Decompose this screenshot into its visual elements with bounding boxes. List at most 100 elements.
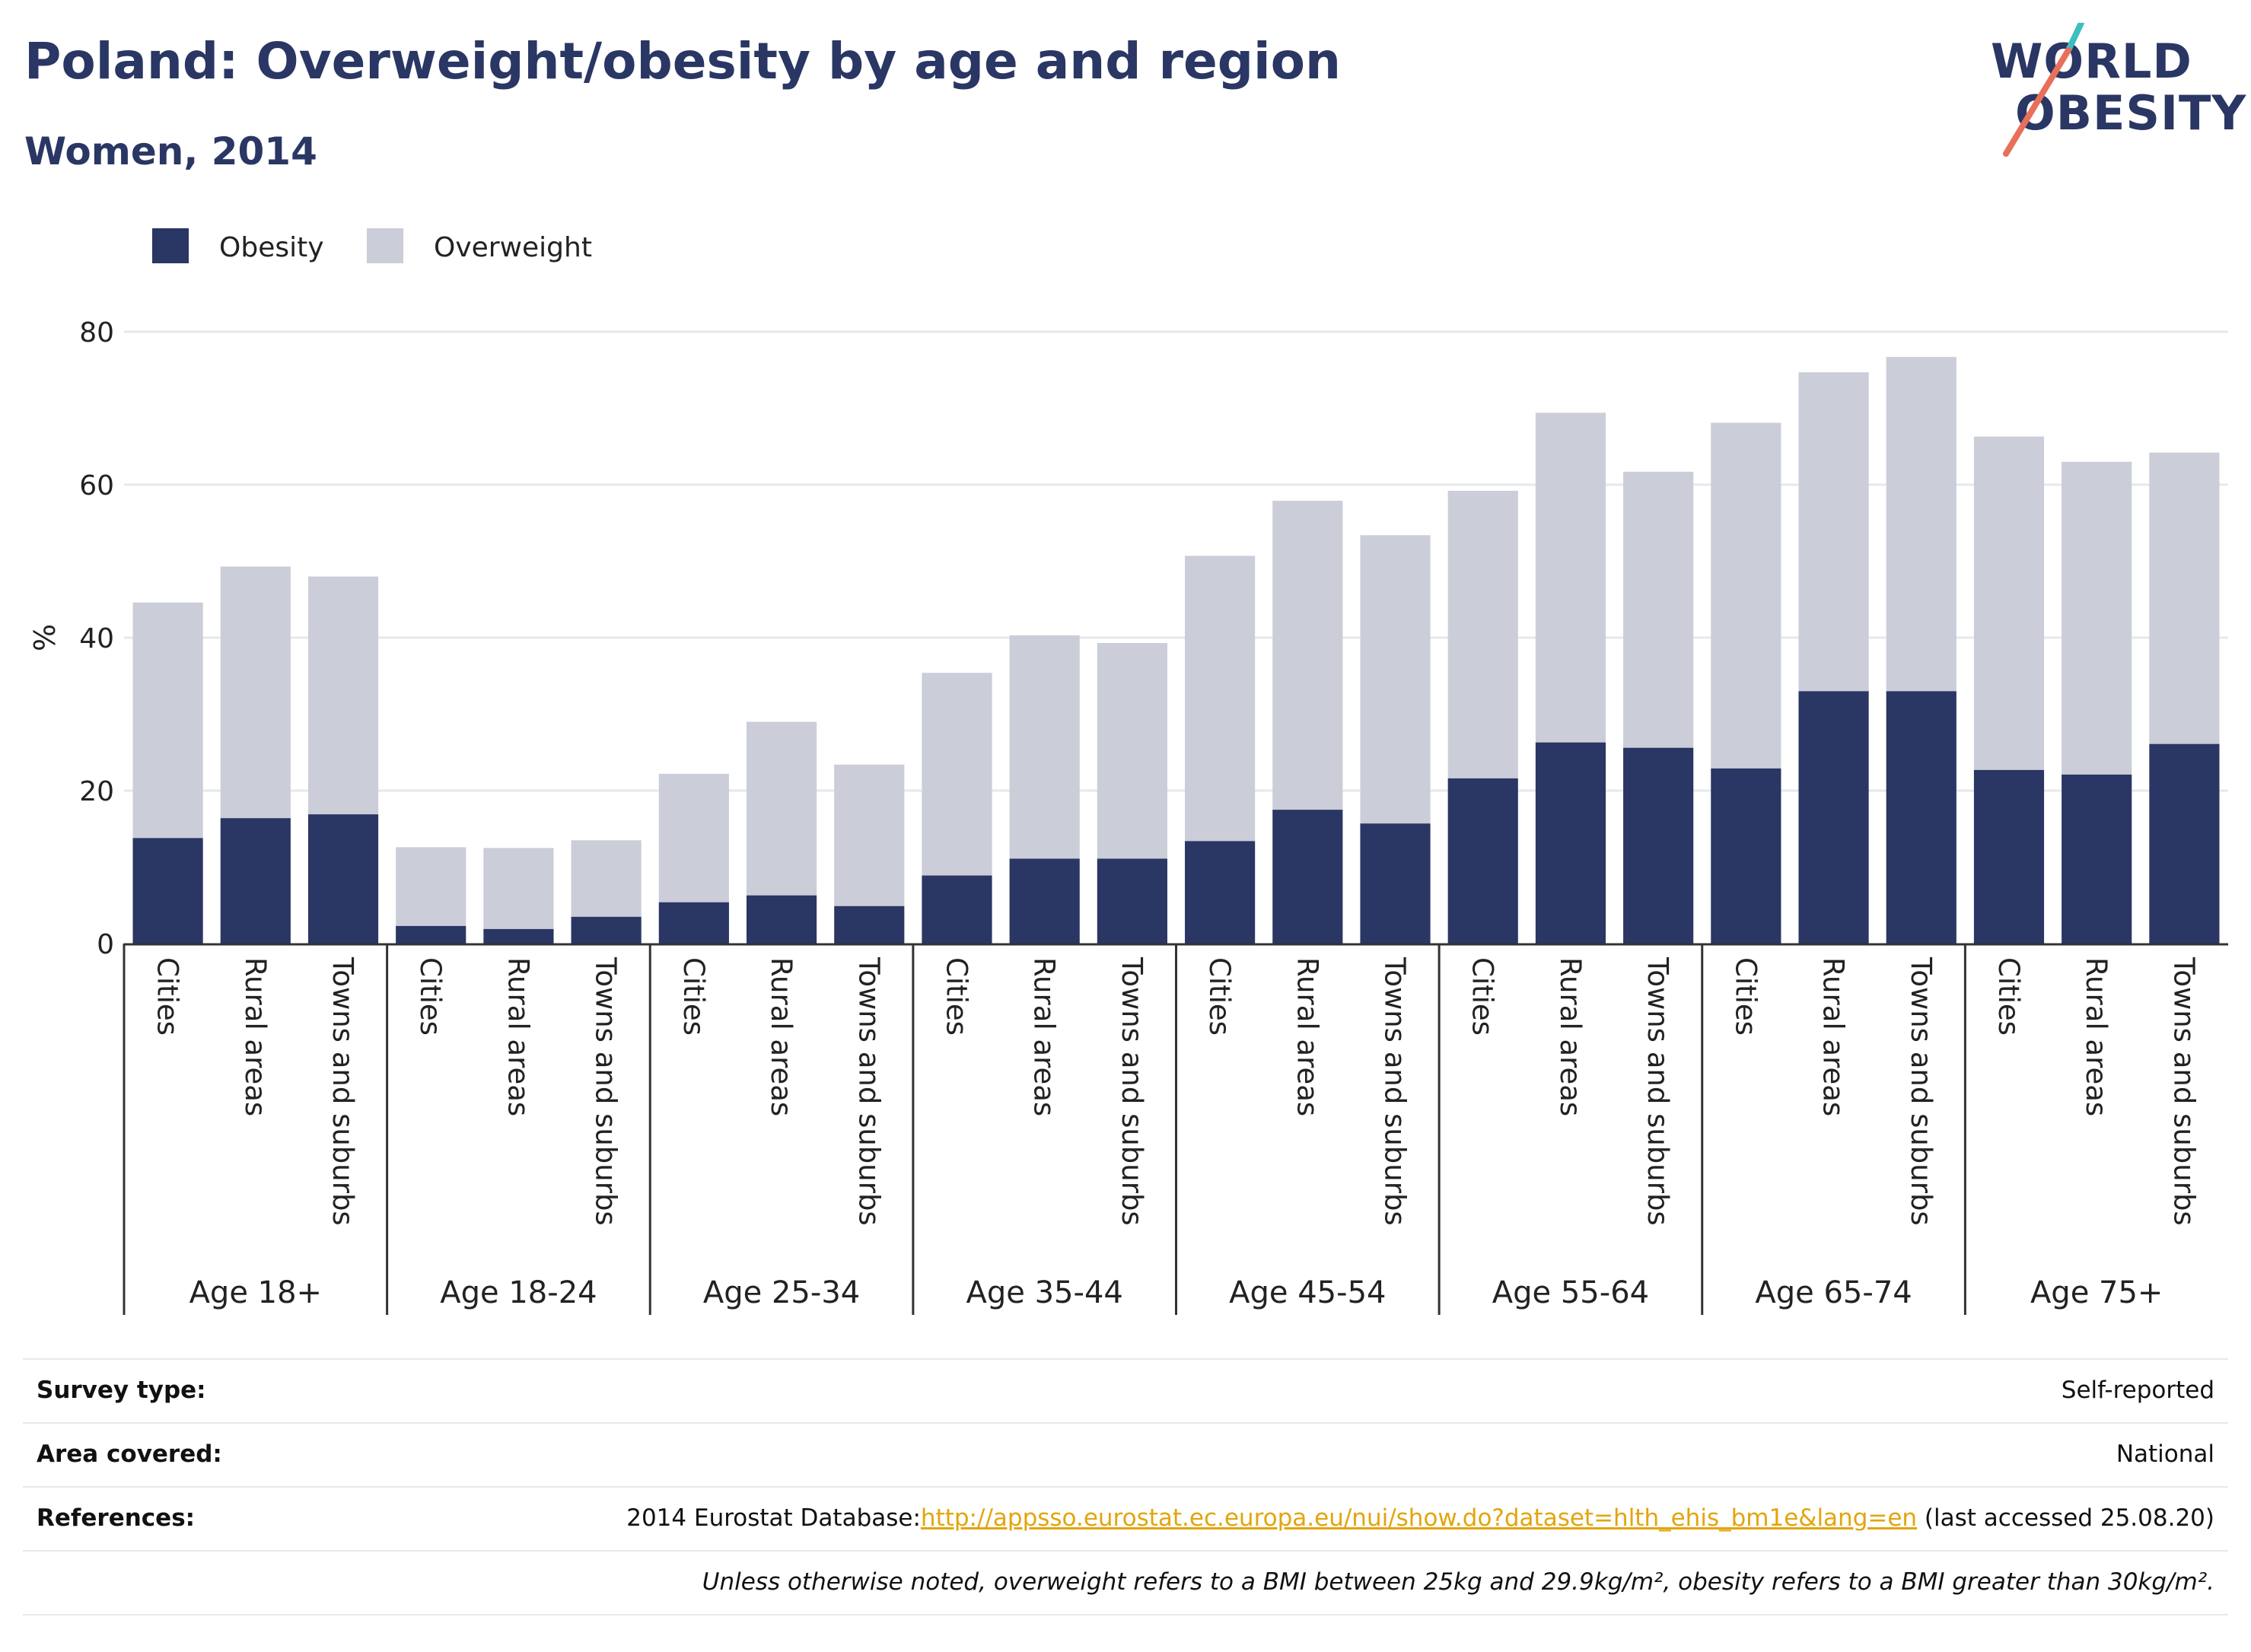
age-group-label: Age 18-24	[440, 1275, 597, 1310]
info-row-area: Area covered: National	[23, 1422, 2228, 1486]
grid-lines	[124, 330, 2228, 792]
references-value: 2014 Eurostat Database:http://appsso.eur…	[626, 1504, 2214, 1532]
x-tick-label: Rural areas	[1817, 957, 1850, 1116]
bar-overweight	[1798, 372, 1869, 692]
y-tick-label: 20	[79, 776, 114, 807]
bar-overweight	[396, 847, 466, 926]
bar-overweight	[1973, 436, 2045, 770]
references-link[interactable]: http://appsso.eurostat.ec.europa.eu/nui/…	[920, 1504, 1918, 1532]
bar-overweight	[1447, 491, 1518, 778]
x-tick-label: Cities	[1466, 957, 1499, 1036]
logo-line-2: OBESITY	[2015, 85, 2247, 141]
legend-swatch-obesity	[152, 228, 189, 263]
bar-overweight	[1360, 535, 1431, 824]
age-group-label: Age 45-54	[1229, 1275, 1386, 1310]
survey-type-label: Survey type:	[37, 1377, 206, 1404]
x-tick-label: Towns and suburbs	[1905, 957, 1937, 1226]
info-row-survey-type: Survey type: Self-reported	[23, 1358, 2228, 1422]
bar-obesity	[1185, 841, 1256, 944]
bar-obesity	[2062, 774, 2132, 944]
axes: 0 20 40 60 80% Cities Rural areas Towns and sub…	[28, 317, 2228, 1315]
info-table: Survey type: Self-reported Area covered:…	[23, 1358, 2228, 1615]
age-group-label: Age 65-74	[1755, 1275, 1912, 1310]
bar-overweight	[220, 566, 291, 819]
bar-obesity	[834, 906, 905, 944]
logo-line-1: WORLD	[1991, 33, 2192, 89]
bar-overweight	[1185, 555, 1256, 842]
bar-overweight	[2149, 452, 2220, 744]
age-group-label: Age 75+	[2030, 1275, 2163, 1310]
x-tick-label: Cities	[1203, 957, 1236, 1036]
x-tick-label: Cities	[414, 957, 447, 1036]
bar-obesity	[1097, 858, 1167, 944]
legend: Obesity Overweight	[152, 228, 592, 263]
survey-type-value: Self-reported	[2061, 1377, 2214, 1404]
x-tick-label: Rural areas	[765, 957, 798, 1116]
bar-obesity	[1886, 691, 1956, 944]
age-group-label: Age 55-64	[1492, 1275, 1649, 1310]
bar-overweight	[571, 840, 642, 917]
y-tick-label: 40	[79, 623, 114, 654]
x-tick-label: Rural areas	[239, 957, 272, 1116]
x-tick-label: Towns and suburbs	[326, 957, 359, 1226]
bar-overweight	[2062, 461, 2132, 775]
bar-overweight	[1623, 471, 1694, 748]
bar-obesity	[746, 895, 817, 944]
age-group-label: Age 18+	[189, 1275, 323, 1310]
bar-obesity	[1009, 858, 1080, 944]
x-tick-label: Towns and suburbs	[1116, 957, 1148, 1226]
bar-obesity	[220, 818, 291, 944]
bar-obesity	[1360, 823, 1431, 944]
y-tick-label: 60	[79, 470, 114, 501]
bar-obesity	[1798, 691, 1869, 944]
bmi-definition-note: Unless otherwise noted, overweight refer…	[702, 1568, 2214, 1596]
age-group-label: Age 25-34	[703, 1275, 860, 1310]
bar-obesity	[658, 902, 729, 944]
x-tick-label: Rural areas	[1291, 957, 1323, 1116]
bar-overweight	[1711, 422, 1781, 769]
x-tick-label: Towns and suburbs	[2167, 957, 2200, 1226]
bar-obesity	[1272, 810, 1343, 944]
legend-label-obesity: Obesity	[219, 232, 324, 263]
bar-overweight	[1272, 501, 1343, 810]
x-tick-label: Rural areas	[1554, 957, 1587, 1116]
x-tick-label: Cities	[1992, 957, 2025, 1036]
bar-overweight	[746, 721, 817, 896]
x-tick-label: Cities	[1729, 957, 1762, 1036]
bar-overweight	[307, 576, 379, 815]
bar-obesity	[1711, 768, 1781, 944]
bar-obesity	[307, 814, 379, 944]
x-tick-label: Cities	[151, 957, 184, 1036]
bar-overweight	[922, 673, 992, 876]
bar-obesity	[2149, 743, 2220, 944]
page-title: Poland: Overweight/obesity by age and re…	[24, 32, 1341, 91]
bar-obesity	[1447, 778, 1518, 944]
references-label: References:	[37, 1504, 196, 1532]
y-tick-label: 80	[79, 317, 114, 349]
bar-obesity	[483, 928, 554, 944]
age-group-label: Age 35-44	[966, 1275, 1123, 1310]
logo-slash-icon	[2003, 23, 2084, 157]
area-covered-value: National	[2116, 1440, 2214, 1468]
bar-obesity	[571, 916, 642, 944]
references-prefix: 2014 Eurostat Database:	[626, 1504, 921, 1532]
bar-obesity	[1973, 769, 2045, 944]
bar-overweight	[1886, 357, 1956, 692]
bar-obesity	[1623, 747, 1694, 944]
y-tick-label: 0	[97, 929, 114, 960]
bars	[132, 357, 2220, 944]
x-tick-label: Cities	[677, 957, 710, 1036]
bar-obesity	[396, 925, 466, 944]
legend-swatch-overweight	[367, 228, 403, 263]
x-tick-label: Towns and suburbs	[852, 957, 885, 1226]
info-row-references: References: 2014 Eurostat Database:http:…	[23, 1486, 2228, 1550]
info-row-note: Unless otherwise noted, overweight refer…	[23, 1550, 2228, 1615]
x-tick-label: Rural areas	[1028, 957, 1061, 1116]
area-covered-label: Area covered:	[37, 1440, 222, 1468]
bar-overweight	[658, 773, 729, 902]
bar-obesity	[132, 838, 203, 944]
references-suffix: (last accessed 25.08.20)	[1917, 1504, 2214, 1532]
bar-overweight	[1097, 643, 1167, 859]
bar-overweight	[834, 764, 905, 906]
x-tick-label: Towns and suburbs	[590, 957, 622, 1226]
